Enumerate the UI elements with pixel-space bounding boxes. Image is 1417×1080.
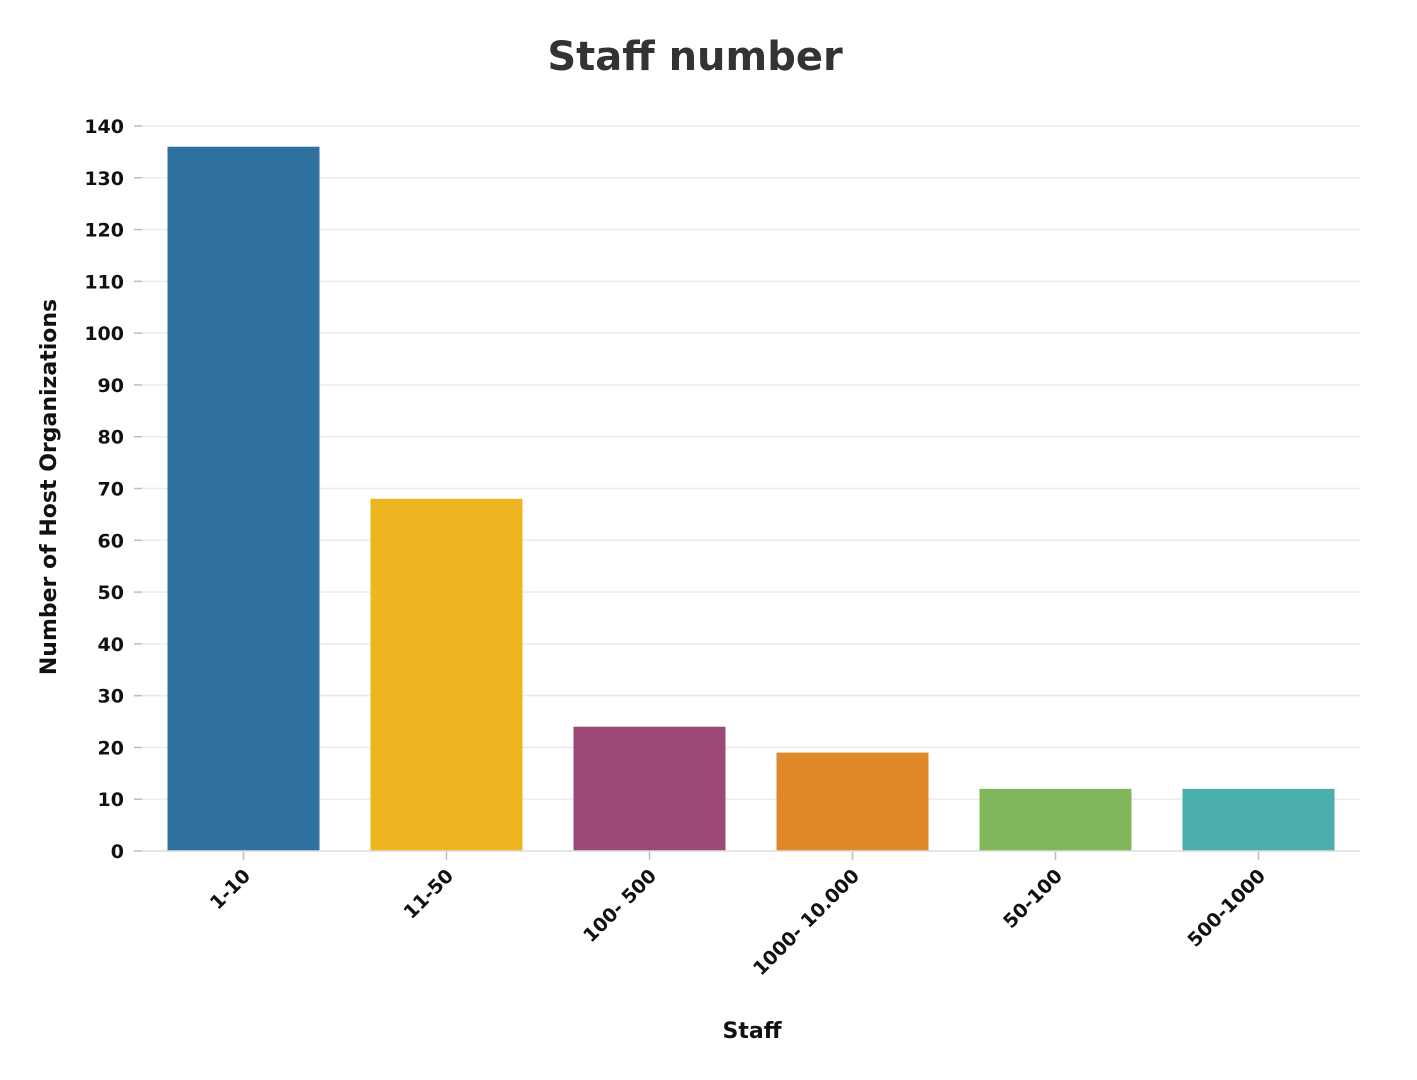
- x-axis-title: Staff: [722, 1019, 782, 1044]
- x-tick-label: 100- 500: [579, 865, 661, 947]
- y-tick-label: 70: [98, 479, 124, 501]
- bar-1000-10-000: [776, 752, 929, 851]
- x-tick-label: 50-100: [999, 865, 1067, 933]
- chart-title: Staff number: [547, 34, 843, 80]
- y-tick-label: 20: [98, 737, 124, 759]
- y-tick-label: 110: [84, 271, 124, 293]
- y-tick-label: 100: [84, 323, 124, 345]
- y-tick-label: 50: [98, 582, 124, 604]
- x-tick-label: 500-1000: [1183, 865, 1270, 952]
- y-tick-label: 0: [111, 841, 124, 863]
- y-tick-label: 40: [98, 634, 124, 656]
- y-tick-label: 60: [98, 530, 124, 552]
- y-axis-title: Number of Host Organizations: [37, 299, 62, 675]
- bars: [167, 146, 1335, 851]
- x-axis-ticks: 1-10 11-50 100- 500 1000- 10.000 50-100 500-1…: [206, 851, 1270, 980]
- x-tick-label: 11-50: [400, 865, 459, 924]
- y-tick-label: 30: [98, 686, 124, 708]
- y-tick-label: 10: [98, 789, 124, 811]
- bar-1-10: [167, 146, 320, 851]
- y-tick-label: 120: [84, 220, 124, 242]
- bar-500-1000: [1182, 788, 1335, 851]
- bar-100-500: [573, 726, 726, 851]
- y-tick-label: 140: [84, 116, 124, 138]
- bar-11-50: [370, 498, 523, 851]
- bar-50-100: [979, 788, 1132, 851]
- x-tick-label: 1000- 10.000: [749, 865, 864, 980]
- x-tick-label: 1-10: [206, 865, 255, 914]
- gridlines: [142, 125, 1360, 800]
- y-tick-label: 90: [98, 375, 124, 397]
- y-tick-label: 130: [84, 168, 124, 190]
- y-axis-ticks: 0 10 20 30 40 50 60 70 80 90 100 110 120 130 140: [84, 116, 142, 863]
- y-tick-label: 80: [98, 427, 124, 449]
